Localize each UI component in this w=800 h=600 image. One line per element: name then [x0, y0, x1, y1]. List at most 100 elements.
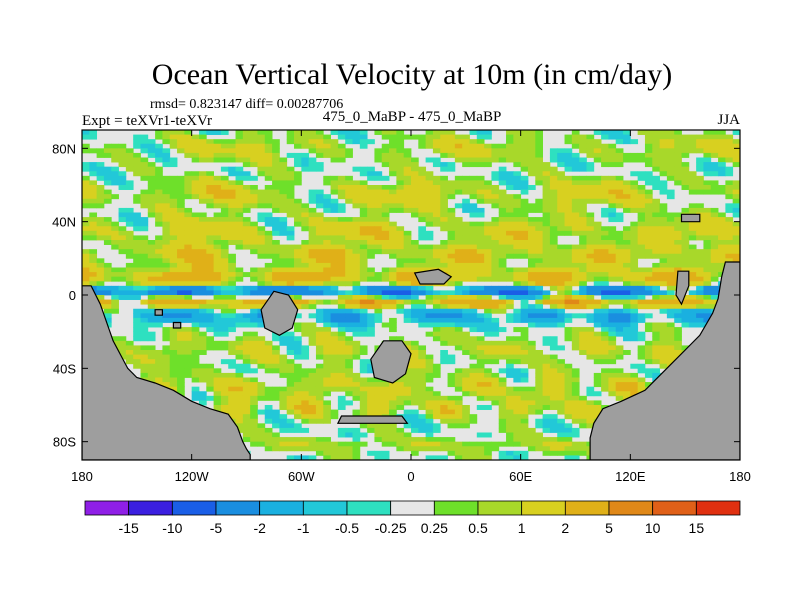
field-cell: [337, 350, 346, 355]
field-cell: [323, 198, 331, 204]
field-cell: [308, 162, 317, 168]
field-cell: [447, 212, 456, 218]
field-cell: [732, 244, 740, 250]
field-cell: [527, 230, 536, 236]
field-cell: [125, 230, 134, 236]
field-cell: [286, 423, 295, 429]
field-cell: [615, 194, 624, 200]
field-cell: [162, 134, 171, 140]
field-cell: [359, 258, 368, 264]
field-cell: [374, 386, 383, 392]
field-cell: [184, 331, 193, 337]
field-cell: [571, 143, 580, 149]
field-cell: [644, 276, 653, 282]
field-cell: [198, 134, 207, 140]
field-cell: [177, 235, 185, 241]
field-cell: [535, 377, 543, 383]
field-cell: [279, 198, 288, 204]
field-cell: [411, 450, 419, 456]
field-cell: [155, 203, 163, 209]
field-cell: [513, 327, 522, 333]
field-cell: [447, 395, 456, 401]
field-cell: [198, 368, 207, 374]
field-cell: [169, 317, 178, 323]
field-cell: [301, 166, 310, 172]
field-cell: [96, 281, 105, 287]
field-cell: [242, 134, 251, 140]
field-cell: [191, 272, 200, 278]
field-cell: [630, 391, 639, 397]
field-cell: [498, 395, 507, 401]
field-cell: [608, 175, 617, 181]
field-cell: [184, 152, 193, 158]
field-cell: [615, 272, 624, 278]
field-cell: [103, 148, 112, 154]
field-cell: [549, 185, 558, 190]
field-cell: [403, 194, 412, 200]
field-cell: [542, 418, 551, 424]
field-cell: [484, 372, 492, 378]
field-cell: [191, 363, 200, 369]
field-cell: [484, 290, 492, 296]
field-cell: [615, 345, 624, 351]
field-cell: [725, 139, 734, 145]
field-cell: [637, 276, 646, 282]
field-cell: [198, 180, 207, 186]
field-cell: [608, 272, 617, 278]
field-cell: [440, 244, 448, 250]
field-cell: [608, 207, 617, 213]
field-cell: [330, 377, 339, 383]
field-cell: [359, 304, 368, 310]
field-cell: [235, 212, 244, 218]
field-cell: [542, 359, 551, 365]
field-cell: [323, 386, 331, 392]
field-cell: [286, 244, 295, 250]
field-cell: [337, 230, 346, 236]
field-cell: [418, 304, 427, 310]
field-cell: [469, 304, 478, 310]
field-cell: [476, 198, 485, 204]
field-cell: [294, 372, 302, 378]
field-cell: [447, 235, 456, 241]
field-cell: [571, 327, 580, 333]
field-cell: [264, 446, 273, 452]
field-cell: [447, 308, 456, 314]
field-cell: [696, 285, 704, 291]
field-cell: [535, 363, 543, 369]
field-cell: [308, 446, 317, 452]
field-cell: [608, 189, 617, 195]
field-cell: [96, 166, 105, 172]
field-cell: [323, 446, 331, 452]
field-cell: [564, 327, 573, 333]
field-cell: [571, 249, 580, 255]
field-cell: [89, 267, 98, 273]
field-cell: [557, 162, 565, 168]
field-cell: [389, 253, 397, 259]
field-cell: [659, 244, 668, 250]
field-cell: [484, 322, 492, 328]
field-cell: [133, 308, 141, 314]
field-cell: [177, 317, 185, 323]
field-cell: [111, 194, 119, 200]
field-cell: [579, 441, 587, 447]
field-cell: [608, 157, 617, 163]
field-cell: [469, 143, 478, 149]
field-cell: [111, 226, 119, 232]
field-cell: [345, 327, 353, 333]
field-cell: [213, 212, 222, 218]
field-cell: [308, 249, 317, 255]
field-cell: [294, 180, 302, 186]
field-cell: [242, 382, 251, 388]
field-cell: [535, 354, 543, 360]
field-cell: [235, 244, 244, 250]
field-cell: [710, 207, 719, 213]
field-cell: [447, 262, 456, 268]
field-cell: [206, 377, 214, 383]
field-cell: [476, 377, 485, 383]
field-cell: [133, 276, 141, 282]
field-cell: [308, 262, 317, 268]
field-cell: [674, 171, 682, 177]
field-cell: [367, 304, 375, 310]
field-cell: [155, 212, 163, 218]
field-cell: [484, 253, 492, 259]
